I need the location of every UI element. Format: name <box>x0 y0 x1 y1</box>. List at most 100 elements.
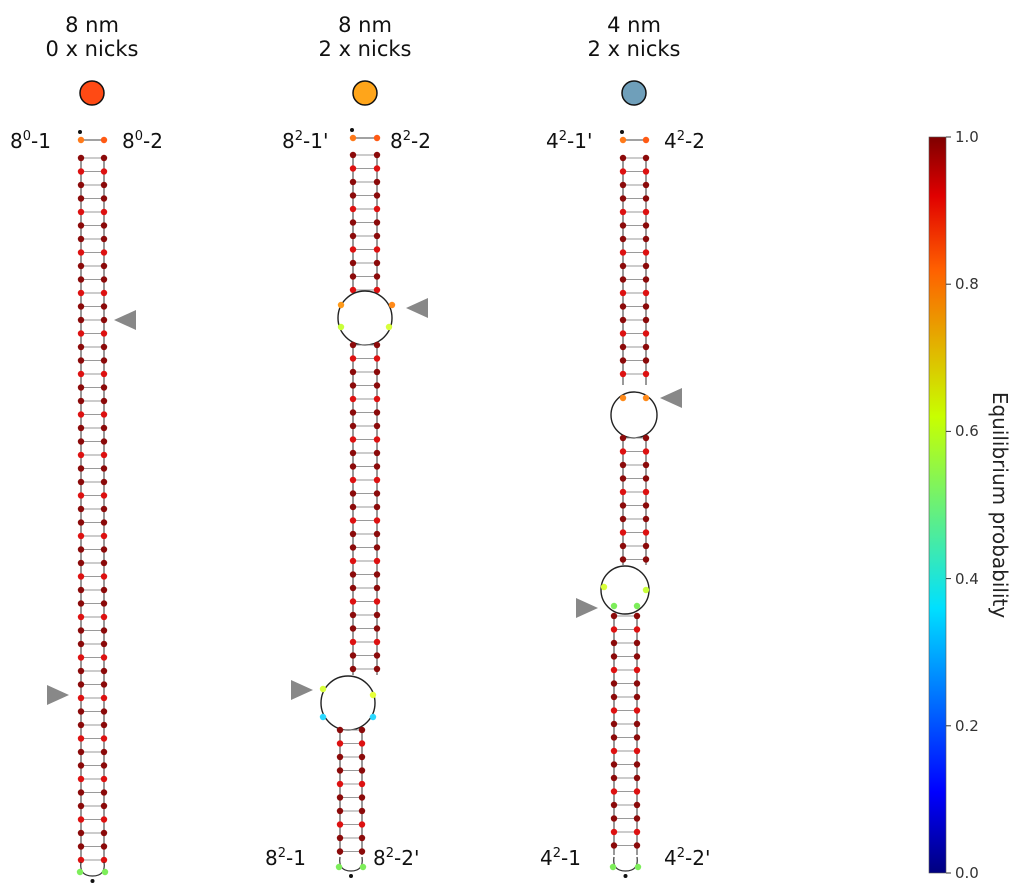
nucleotide-dot <box>100 694 108 702</box>
nucleotide-dot <box>633 707 641 714</box>
nucleotide-dot <box>100 330 108 337</box>
nucleotide-dot <box>77 667 85 675</box>
nucleotide-dot <box>336 726 344 734</box>
nucleotide-dot <box>100 856 108 864</box>
nucleotide-dot <box>619 289 627 297</box>
nucleotide-dot <box>642 208 650 216</box>
nucleotide-dot <box>388 301 396 309</box>
nucleotide-dot <box>100 600 108 607</box>
nucleotide-dot <box>642 488 650 496</box>
nucleotide-dot <box>77 262 85 270</box>
nucleotide-dot <box>373 273 381 280</box>
nucleotide-dot <box>76 868 84 876</box>
nucleotide-dot <box>77 546 85 553</box>
nucleotide-dot <box>610 828 618 836</box>
colorbar-gradient <box>928 136 947 874</box>
nucleotide-dot <box>77 802 85 810</box>
nucleotide-dot <box>336 848 344 855</box>
nucleotide-dot <box>336 753 344 761</box>
nucleotide-dot <box>373 341 381 349</box>
nucleotide-dot <box>100 748 108 756</box>
nucleotide-dot <box>319 713 327 721</box>
nucleotide-dot <box>100 532 108 540</box>
nucleotide-dot <box>619 529 627 536</box>
nucleotide-dot <box>349 665 357 673</box>
nucleotide-dot <box>358 821 366 828</box>
colorbar-tick-label: 0.2 <box>955 717 979 735</box>
nucleotide-dot <box>373 286 381 294</box>
nucleotide-dot <box>100 262 108 270</box>
nucleotide-dot <box>77 235 85 243</box>
nucleotide-dot <box>373 232 381 240</box>
nucleotide-dot <box>100 492 108 499</box>
nucleotide-dot <box>642 330 650 337</box>
nick-marker-icon <box>406 298 428 318</box>
nucleotide-dot <box>642 235 650 243</box>
nucleotide-dot <box>633 639 641 647</box>
nucleotide-dot <box>77 316 85 324</box>
nucleotide-dot <box>100 762 108 769</box>
nucleotide-dot <box>349 584 357 592</box>
nucleotide-dot <box>349 219 357 226</box>
nucleotide-dot <box>610 639 618 647</box>
nucleotide-dot <box>373 665 381 673</box>
nucleotide-dot <box>619 154 627 162</box>
nucleotide-dot <box>619 168 627 175</box>
nucleotide-dot <box>77 843 85 850</box>
nucleotide-dot <box>633 774 641 782</box>
strand-end <box>78 130 82 134</box>
colorbar-tick-label: 0.6 <box>955 422 979 440</box>
nucleotide-dot <box>100 708 108 715</box>
nucleotide-dot <box>100 667 108 675</box>
nucleotide-dot <box>100 303 108 310</box>
nucleotide-dot <box>100 316 108 324</box>
nucleotide-dot <box>349 476 357 484</box>
nucleotide-dot <box>77 397 85 405</box>
nucleotide-dot <box>373 503 381 511</box>
nucleotide-dot <box>633 815 641 822</box>
nucleotide-dot <box>77 775 85 783</box>
nucleotide-dot <box>349 273 357 280</box>
nucleotide-dot <box>349 355 357 362</box>
nucleotide-dot <box>619 542 627 550</box>
nucleotide-dot <box>100 640 108 648</box>
nucleotide-dot <box>619 276 627 283</box>
unpaired-loop <box>600 565 650 615</box>
nucleotide-dot <box>642 461 650 469</box>
nucleotide-dot <box>610 626 618 633</box>
hairpin-turn <box>613 856 638 872</box>
nucleotide-dot <box>633 612 641 620</box>
strand-end <box>620 130 624 134</box>
nucleotide-dot <box>633 828 641 836</box>
nucleotide-dot <box>642 262 650 270</box>
nucleotide-dot <box>358 848 366 855</box>
nucleotide-dot <box>369 713 377 721</box>
nucleotide-dot <box>100 249 108 256</box>
strand-label-top-right: 82-2 <box>390 129 431 153</box>
nucleotide-dot <box>77 721 85 729</box>
nucleotide-dot <box>373 436 381 443</box>
nucleotide-dot <box>100 613 108 621</box>
nucleotide-dot <box>373 409 381 416</box>
nucleotide-dot <box>100 546 108 553</box>
nucleotide-dot <box>77 735 85 742</box>
nucleotide-dot <box>77 222 85 229</box>
nucleotide-dot <box>610 693 618 701</box>
nucleotide-dot <box>349 409 357 416</box>
nucleotide-dot <box>349 341 357 349</box>
nucleotide-dot <box>349 503 357 511</box>
nucleotide-dot <box>642 529 650 536</box>
nucleotide-dot <box>610 707 618 714</box>
nucleotide-dot <box>349 134 357 142</box>
nucleotide-dot <box>358 834 366 842</box>
nucleotide-dot <box>100 411 108 418</box>
nucleotide-dot <box>349 246 357 253</box>
nucleotide-dot <box>610 801 618 809</box>
nucleotide-dot <box>610 815 618 822</box>
nucleotide-dot <box>642 249 650 256</box>
nucleotide-dot <box>373 598 381 605</box>
nucleotide-dot <box>77 276 85 283</box>
nucleotide-dot <box>349 422 357 430</box>
nucleotide-dot <box>77 762 85 769</box>
